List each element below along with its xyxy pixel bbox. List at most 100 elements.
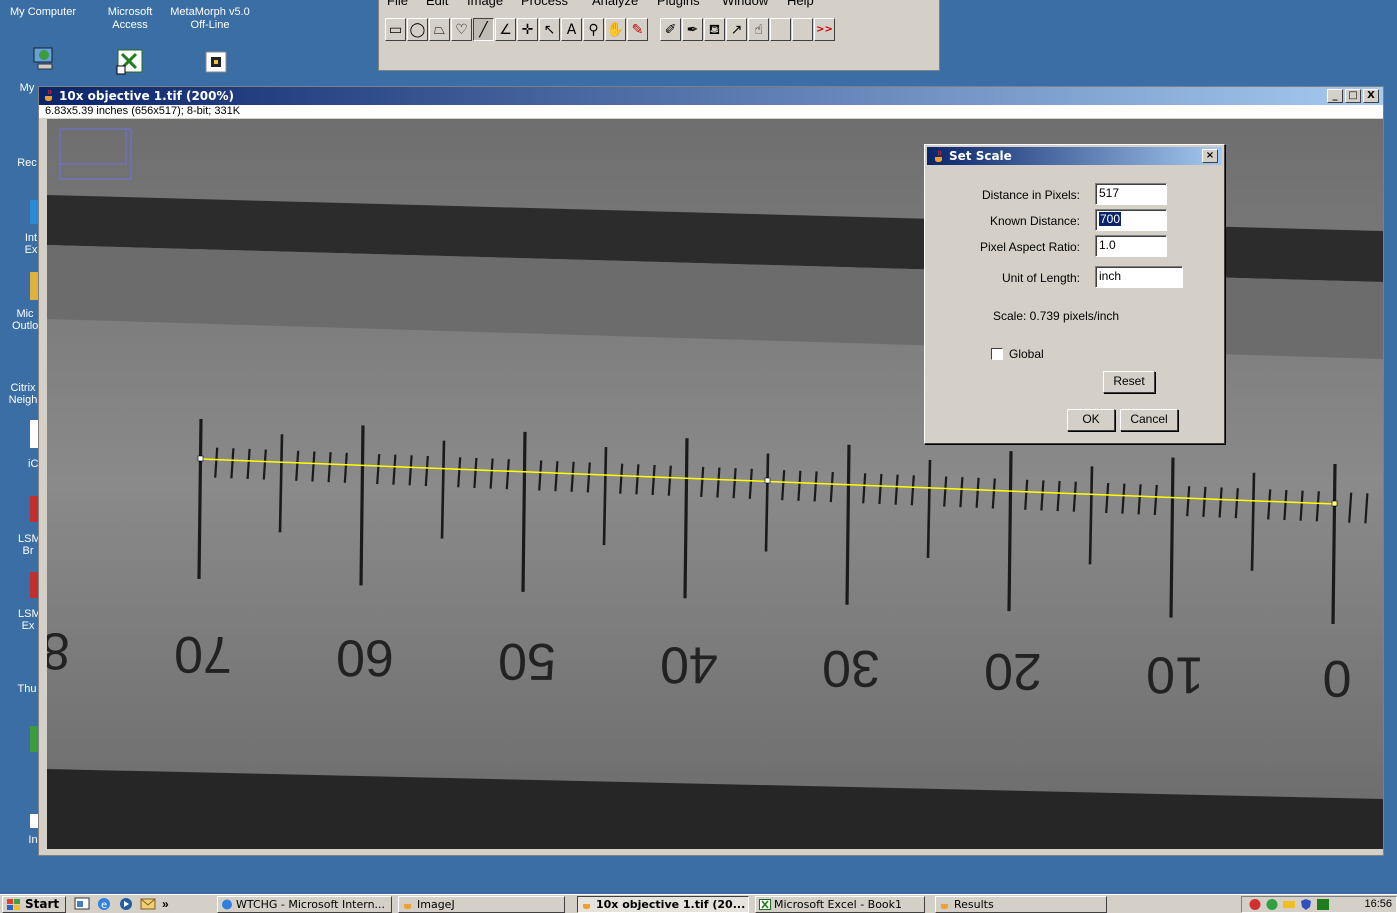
polygon-tool-icon[interactable]: ⏢ xyxy=(429,18,450,41)
desktop-icon-label[interactable]: Mic Outlo xyxy=(12,308,38,332)
desktop-icon-fragment[interactable] xyxy=(30,420,38,448)
desktop-icon-label[interactable]: My xyxy=(19,82,35,94)
line-handle-end[interactable] xyxy=(1331,500,1338,507)
desktop-icon-label[interactable]: Thu xyxy=(17,683,37,695)
unit-of-length-input[interactable]: inch xyxy=(1095,266,1183,288)
ruler-number: 30 xyxy=(822,639,880,697)
maximize-icon[interactable]: □ xyxy=(1345,89,1361,103)
image-window: 10x objective 1.tif (200%) _ □ X 6.83x5.… xyxy=(38,86,1384,856)
image-window-titlebar[interactable]: 10x objective 1.tif (200%) _ □ X xyxy=(39,87,1383,105)
java-cup-icon xyxy=(45,89,52,102)
desktop-icon-label[interactable]: In xyxy=(28,834,38,846)
menu-file[interactable]: File xyxy=(387,0,408,8)
clock[interactable]: 16:56 xyxy=(1364,898,1392,910)
desktop-icon-fragment[interactable] xyxy=(30,814,38,828)
minimize-icon[interactable]: _ xyxy=(1327,89,1343,103)
desktop-icon-label[interactable]: Rec xyxy=(17,157,37,169)
quick-launch-more[interactable]: » xyxy=(162,897,169,911)
pencil-tool-icon[interactable]: ✐ xyxy=(660,18,681,41)
more-tools-icon[interactable]: >> xyxy=(814,18,835,41)
distance-in-pixels-input[interactable]: 517 xyxy=(1095,183,1167,205)
start-button[interactable]: Start xyxy=(2,896,66,913)
network-icon[interactable] xyxy=(30,44,58,72)
menu-window[interactable]: Window xyxy=(722,0,769,8)
text-tool-icon[interactable]: A xyxy=(561,18,582,41)
scroll-tool-icon[interactable]: ✋ xyxy=(605,18,626,41)
scale-readout: Scale: 0.739 pixels/inch xyxy=(993,309,1120,323)
known-distance-input[interactable]: 700 xyxy=(1095,209,1167,231)
desktop-icon-fragment[interactable] xyxy=(30,200,38,224)
network-icon[interactable] xyxy=(1265,898,1279,911)
angle-tool-icon[interactable]: ∠ xyxy=(495,18,516,41)
oval-tool-icon[interactable]: ◯ xyxy=(407,18,428,41)
desktop-icon-fragment[interactable] xyxy=(30,496,38,522)
desktop-icon-label[interactable]: LSM Ex xyxy=(18,608,38,632)
menu-help[interactable]: Help xyxy=(787,0,814,8)
connection-icon[interactable] xyxy=(1282,898,1296,911)
outlook-icon[interactable] xyxy=(140,897,156,911)
reset-button[interactable]: Reset xyxy=(1103,371,1155,393)
image-canvas[interactable]: 80 70 60 50 40 30 20 10 0 xyxy=(47,119,1383,849)
menu-plugins[interactable]: Plugins xyxy=(657,0,700,8)
taskbar-button-label: Microsoft Excel - Book1 xyxy=(774,898,903,911)
color-picker-tool-icon[interactable]: ✎ xyxy=(627,18,648,41)
taskbar: Start e » WTCHG - Microsoft Intern... Im… xyxy=(0,894,1397,913)
global-checkbox[interactable] xyxy=(991,348,1003,360)
menu-edit[interactable]: Edit xyxy=(426,0,449,8)
set-scale-titlebar[interactable]: Set Scale × xyxy=(927,147,1222,165)
rectangle-tool-icon[interactable]: ▭ xyxy=(385,18,406,41)
close-icon[interactable]: X xyxy=(1363,89,1379,103)
show-desktop-icon[interactable] xyxy=(74,897,90,911)
cancel-button[interactable]: Cancel xyxy=(1120,409,1178,431)
desktop-icon-label[interactable]: Int Ex xyxy=(24,232,38,256)
taskbar-button-results[interactable]: Results xyxy=(935,896,1107,913)
close-icon[interactable]: × xyxy=(1202,149,1218,163)
excel-shortcut-icon[interactable] xyxy=(116,48,144,76)
desktop-icon-label[interactable]: Microsoft Access xyxy=(107,6,153,31)
magnifier-tool-icon[interactable]: ⚲ xyxy=(583,18,604,41)
set-scale-dialog: Set Scale × Distance in Pixels: 517 Know… xyxy=(924,144,1225,444)
media-player-icon[interactable] xyxy=(118,897,134,911)
navigator-inner-rect[interactable] xyxy=(59,128,127,165)
freehand-tool-icon[interactable]: ♡ xyxy=(451,18,472,41)
internet-explorer-icon[interactable]: e xyxy=(96,897,112,911)
developer-tool-icon[interactable]: ☝ xyxy=(748,18,769,41)
dialog-title: Set Scale xyxy=(949,149,1012,163)
desktop-icon-fragment[interactable] xyxy=(30,272,38,300)
desktop-icon-label[interactable]: MetaMorph v5.0 Off-Line xyxy=(170,6,250,31)
desktop-icon-fragment[interactable] xyxy=(30,572,38,598)
taskbar-button-image-window[interactable]: 10x objective 1.tif (20... xyxy=(577,896,749,913)
flood-fill-tool-icon[interactable]: ⛾ xyxy=(704,18,725,41)
desktop-icon-label[interactable]: My Computer xyxy=(9,6,77,18)
ruler-tick xyxy=(635,464,640,495)
desktop-icon-label[interactable]: Citrix Neigh xyxy=(8,382,38,406)
menu-process[interactable]: Process xyxy=(521,0,568,8)
point-tool-icon[interactable]: ✛ xyxy=(517,18,538,41)
menu-image[interactable]: Image xyxy=(467,0,504,8)
menu-analyze[interactable]: Analyze xyxy=(592,0,639,8)
desktop-icon-label[interactable]: LSM Br xyxy=(18,533,38,557)
taskbar-button-excel[interactable]: Microsoft Excel - Book1 xyxy=(755,896,925,913)
antivirus-icon[interactable] xyxy=(1248,898,1262,911)
metamorph-icon[interactable] xyxy=(202,48,230,76)
brush-tool-icon[interactable]: ✒ xyxy=(682,18,703,41)
ruler-tick xyxy=(197,418,203,580)
desktop-icon-fragment[interactable] xyxy=(30,726,38,752)
ok-button[interactable]: OK xyxy=(1067,409,1115,431)
shield-icon[interactable] xyxy=(1299,898,1313,911)
excel-tray-icon[interactable] xyxy=(1316,898,1330,911)
ruler-tick xyxy=(797,470,802,501)
wand-tool-icon[interactable]: ↖ xyxy=(539,18,560,41)
desktop-icon-label[interactable]: iC xyxy=(28,458,38,470)
line-handle-start[interactable] xyxy=(197,455,204,462)
line-tool-icon[interactable]: ╱ xyxy=(473,18,494,41)
pixel-aspect-ratio-input[interactable]: 1.0 xyxy=(1095,235,1167,257)
empty-tool-slot[interactable] xyxy=(770,18,791,41)
arrow-tool-icon[interactable]: ↗ xyxy=(726,18,747,41)
taskbar-button-ie[interactable]: WTCHG - Microsoft Intern... xyxy=(217,896,392,913)
empty-tool-slot[interactable] xyxy=(792,18,813,41)
line-handle-mid[interactable] xyxy=(764,477,771,484)
taskbar-button-imagej[interactable]: ImageJ xyxy=(398,896,565,913)
ruler-tick xyxy=(619,463,624,494)
ruler-number: 10 xyxy=(1146,646,1204,704)
